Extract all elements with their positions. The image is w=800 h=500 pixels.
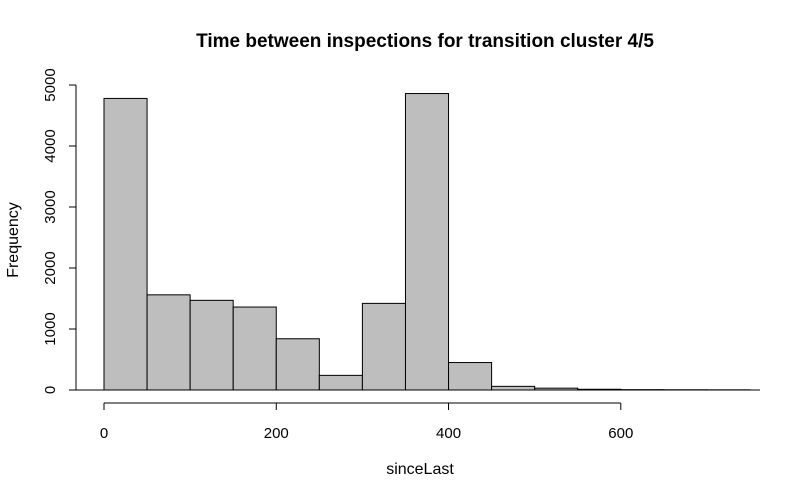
y-tick-label: 4000 (42, 129, 59, 162)
y-axis-label: Frequency (5, 202, 22, 278)
y-tick-label: 2000 (42, 251, 59, 284)
histogram-bar (448, 362, 493, 391)
x-axis-label: sinceLast (386, 461, 454, 478)
x-axis: 0 200 400 600 (100, 402, 633, 442)
histogram-bar (275, 338, 320, 391)
x-tick-label: 400 (436, 425, 461, 442)
histogram-bars (76, 93, 760, 391)
chart-title: Time between inspections for transition … (196, 31, 654, 52)
x-tick-label: 0 (100, 425, 108, 442)
y-axis: 0 1000 2000 3000 4000 5000 (42, 68, 77, 394)
histogram-bar (491, 385, 536, 391)
x-tick-label: 200 (264, 425, 289, 442)
y-tick-label: 1000 (42, 312, 59, 345)
y-tick-label: 0 (42, 386, 59, 394)
histogram-bar (189, 299, 234, 391)
histogram-bar (361, 302, 406, 391)
y-tick-label: 3000 (42, 190, 59, 223)
histogram-bar (318, 374, 363, 391)
histogram-bar (146, 294, 191, 391)
y-tick-label: 5000 (42, 68, 59, 101)
histogram-bar (404, 93, 450, 391)
histogram-bar (103, 97, 148, 391)
x-tick-label: 600 (608, 425, 633, 442)
histogram-bar (232, 306, 277, 391)
